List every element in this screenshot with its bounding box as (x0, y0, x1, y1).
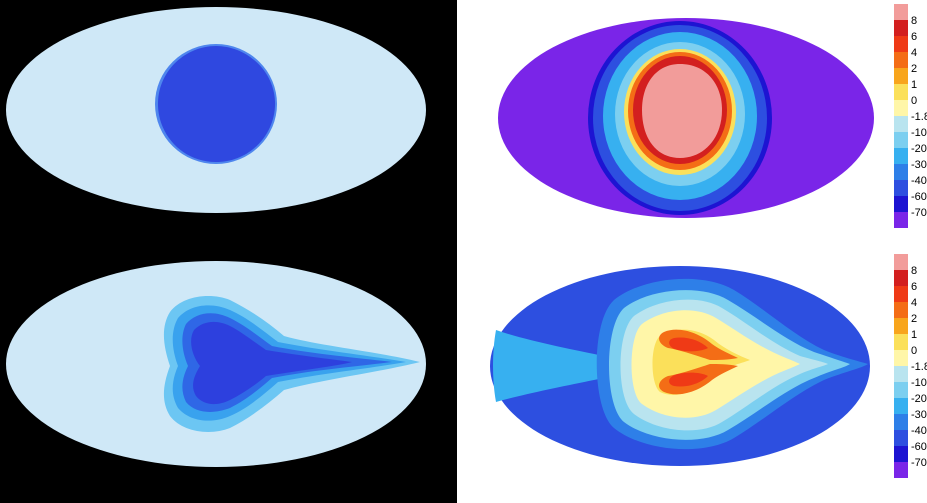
colorbar-swatch (894, 148, 908, 164)
colorbar-tick-label: -20 (911, 143, 927, 155)
colorbar-swatch (894, 20, 908, 36)
panel-divider (457, 0, 464, 503)
map-bottom-left (6, 261, 426, 467)
colorbar-tick-label: 1 (911, 79, 917, 91)
colorbar-tick-label: -60 (911, 441, 927, 453)
colorbar-swatch (894, 462, 908, 478)
colorbar-tick-label: -60 (911, 191, 927, 203)
left-panel (0, 0, 457, 503)
colorbar-tick-label: 0 (911, 95, 917, 107)
colorbar-swatch (894, 212, 908, 228)
colorbar-swatch (894, 4, 908, 20)
colorbar-tick-label: -1.8 (911, 361, 927, 373)
colorbar-swatch (894, 414, 908, 430)
colorbar-swatch (894, 430, 908, 446)
colorbar-tick-label: -20 (911, 393, 927, 405)
contour-br-7b (669, 372, 708, 387)
colorbar-tick-label: -30 (911, 409, 927, 421)
colorbar-swatch (894, 382, 908, 398)
colorbar-tick-label: -10 (911, 127, 927, 139)
colorbar-tick-label: 8 (911, 265, 917, 277)
colorbar-swatch (894, 180, 908, 196)
map-top-left-region (157, 46, 276, 162)
colorbar-swatch (894, 286, 908, 302)
colorbar-swatch (894, 68, 908, 84)
colorbar-bottom: 8 6 4 2 1 0 -1.8 -10 -20 -30 -40 -60 -70 (894, 254, 927, 478)
colorbar-tick-label: -30 (911, 159, 927, 171)
contour-level-4 (191, 321, 352, 405)
contour-tr-8 (642, 64, 722, 158)
map-top-left (6, 7, 426, 213)
colorbar-swatch (894, 270, 908, 286)
colorbar-tick-label: -40 (911, 425, 927, 437)
colorbar-swatch (894, 36, 908, 52)
colorbar-swatch (894, 334, 908, 350)
map-bottom-right (490, 266, 870, 466)
colorbar-swatch (894, 254, 908, 270)
right-maps: 8 6 4 2 1 0 -1.8 -10 -20 -30 -40 -60 -70 8 6 4 2 1 0 -1.8 -… (490, 4, 927, 478)
colorbar-swatch (894, 164, 908, 180)
colorbar-swatch (894, 52, 908, 68)
colorbar-swatch (894, 100, 908, 116)
colorbar-swatch (894, 196, 908, 212)
colorbar-swatch (894, 116, 908, 132)
colorbar-tick-label: 4 (911, 297, 917, 309)
colorbar-swatch (894, 84, 908, 100)
colorbar-tick-label: 1 (911, 329, 917, 341)
right-panel: 8 6 4 2 1 0 -1.8 -10 -20 -30 -40 -60 -70 8 6 4 2 1 0 -1.8 -… (464, 0, 927, 503)
colorbar-tick-label: 6 (911, 31, 917, 43)
colorbar-tick-label: -70 (911, 457, 927, 469)
map-top-right (498, 18, 874, 218)
left-maps (6, 7, 426, 467)
colorbar-tick-label: 6 (911, 281, 917, 293)
colorbar-swatch (894, 132, 908, 148)
colorbar-swatch (894, 302, 908, 318)
colorbar-tick-label: 4 (911, 47, 917, 59)
colorbar-swatch (894, 366, 908, 382)
colorbar-tick-label: -70 (911, 207, 927, 219)
colorbar-swatch (894, 398, 908, 414)
colorbar-tick-label: -1.8 (911, 111, 927, 123)
contour-br-7a (669, 337, 708, 352)
colorbar-swatch (894, 318, 908, 334)
colorbar-tick-label: 0 (911, 345, 917, 357)
colorbar-tick-label: -40 (911, 175, 927, 187)
colorbar-swatch (894, 446, 908, 462)
colorbar-tick-label: 2 (911, 63, 917, 75)
colorbar-swatch (894, 350, 908, 366)
colorbar-top: 8 6 4 2 1 0 -1.8 -10 -20 -30 -40 -60 -70 (894, 4, 927, 228)
colorbar-tick-label: 8 (911, 15, 917, 27)
colorbar-tick-label: 2 (911, 313, 917, 325)
colorbar-tick-label: -10 (911, 377, 927, 389)
